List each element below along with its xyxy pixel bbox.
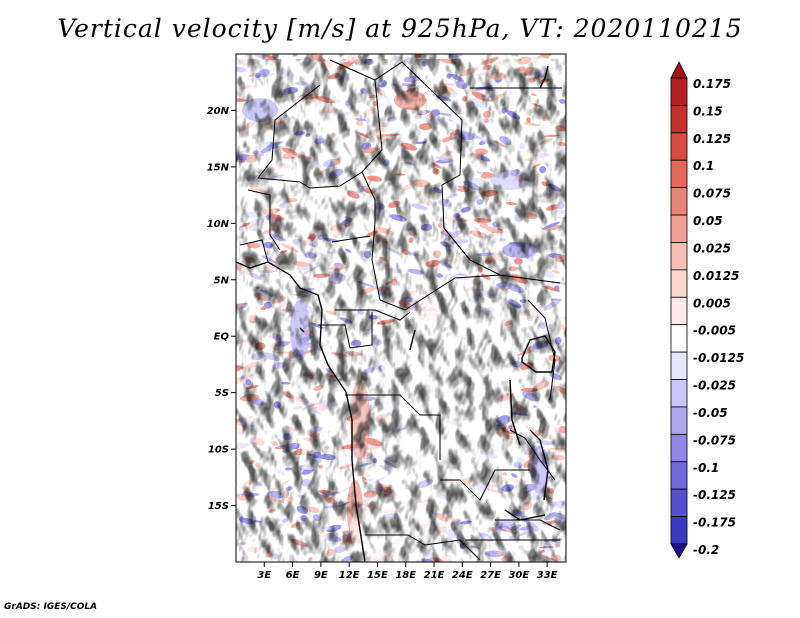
colorbar-level-label: -0.075 (693, 433, 736, 447)
colorbar-level-label: 0.025 (693, 241, 731, 255)
country-border (371, 221, 501, 311)
colorbar-level-label: -0.005 (693, 324, 736, 338)
colorbar-level-label: 0.1 (693, 159, 714, 173)
colorbar-swatch (670, 159, 688, 189)
coastline (539, 65, 549, 89)
colorbar-level-label: -0.175 (693, 516, 736, 530)
colorbar-level-label: 0.075 (693, 187, 731, 201)
lat-tick-label: 5N (214, 275, 230, 286)
colorbar-level-label: 0.175 (693, 77, 731, 91)
grads-credit: GrADS: IGES/COLA (4, 602, 98, 612)
vertical-velocity-texture-red (239, 59, 566, 562)
lat-tick-label: 10S (208, 445, 229, 456)
lat-tick-label: 5S (215, 388, 229, 399)
lon-tick-label: 6E (286, 570, 300, 581)
colorbar-level-label: 0.0125 (693, 269, 739, 283)
lat-tick-label: 15S (208, 501, 229, 512)
country-border (345, 394, 441, 460)
lon-tick-label: 18E (395, 570, 416, 581)
coastline (504, 509, 546, 521)
country-border (239, 239, 269, 263)
country-border (335, 309, 411, 321)
lon-tick-label: 24E (452, 570, 473, 581)
colorbar-swatch (670, 214, 688, 243)
colorbar-level-label: -0.0125 (693, 351, 744, 365)
country-border (440, 469, 530, 501)
colorbar-swatch (670, 516, 688, 545)
lon-tick-label: 12E (339, 570, 360, 581)
country-borders (239, 59, 562, 561)
colorbar-swatch (670, 324, 688, 353)
country-border (527, 299, 556, 401)
country-border (365, 534, 481, 561)
country-border (329, 59, 471, 261)
coastline (509, 379, 521, 446)
colorbar-swatch (670, 488, 688, 517)
lon-tick-label: 21E (424, 570, 445, 581)
country-border (318, 312, 373, 349)
colorbar-level-label: -0.1 (693, 461, 719, 475)
country-border (247, 189, 281, 251)
lat-tick-label: 15N (207, 162, 230, 173)
colorbar-top-arrow (670, 61, 688, 79)
colorbar-swatch (670, 433, 688, 463)
colorbar-swatch (670, 351, 688, 380)
colorbar-swatch (670, 269, 688, 298)
country-border (495, 519, 561, 531)
colorbar-swatch (670, 105, 688, 134)
colorbar-swatch (670, 242, 688, 271)
country-border (257, 84, 363, 189)
colorbar-level-label: -0.2 (693, 543, 719, 557)
lat-tick-label: EQ (214, 332, 230, 343)
colorbar-level-label: -0.025 (693, 379, 736, 393)
latitude-axis: 20N 15N 10N 5N EQ 5S 10S 15S (207, 106, 236, 512)
colorbar-swatch (670, 461, 688, 490)
colorbar-swatch (670, 132, 688, 161)
lon-tick-label: 9E (314, 570, 328, 581)
lat-tick-label: 20N (207, 106, 230, 117)
colorbar-swatch (670, 379, 688, 408)
map-title: Vertical velocity [m/s] at 925hPa, VT: 2… (57, 14, 743, 43)
coastline (409, 329, 416, 351)
plot-frame (235, 53, 567, 563)
lon-tick-label: 30E (508, 570, 529, 581)
coastline (299, 327, 305, 333)
coastline (236, 261, 366, 562)
colorbar-level-label: 0.05 (693, 214, 723, 228)
colorbar-swatch (670, 77, 688, 106)
colorbar-level-label: 0.15 (693, 104, 723, 118)
colorbar: 0.175 0.15 0.125 0.1 0.075 0.05 0.025 0.0125 0.0… (670, 61, 744, 559)
coastline (529, 429, 549, 501)
colorbar-level-label: -0.05 (693, 406, 728, 420)
lon-tick-label: 3E (257, 570, 271, 581)
lon-tick-label: 27E (480, 570, 501, 581)
longitude-axis: 3E 6E 9E 12E 15E 18E 21E 24E 27E 30E 33E (257, 562, 558, 581)
lon-tick-label: 15E (367, 570, 388, 581)
country-border (331, 235, 371, 243)
coastline-and-lakes (236, 65, 556, 562)
colorbar-swatch (670, 406, 688, 435)
colorbar-swatch (670, 296, 688, 326)
country-border (443, 227, 561, 284)
lon-tick-label: 33E (537, 570, 558, 581)
lat-tick-label: 10N (207, 219, 230, 230)
colorbar-swatch (670, 187, 688, 216)
vertical-velocity-map (236, 54, 566, 562)
colorbar-level-label: 0.005 (693, 296, 731, 310)
colorbar-level-label: 0.125 (693, 132, 731, 146)
coastline (521, 335, 556, 373)
colorbar-bottom-arrow (670, 543, 688, 559)
colorbar-level-label: -0.125 (693, 488, 736, 502)
